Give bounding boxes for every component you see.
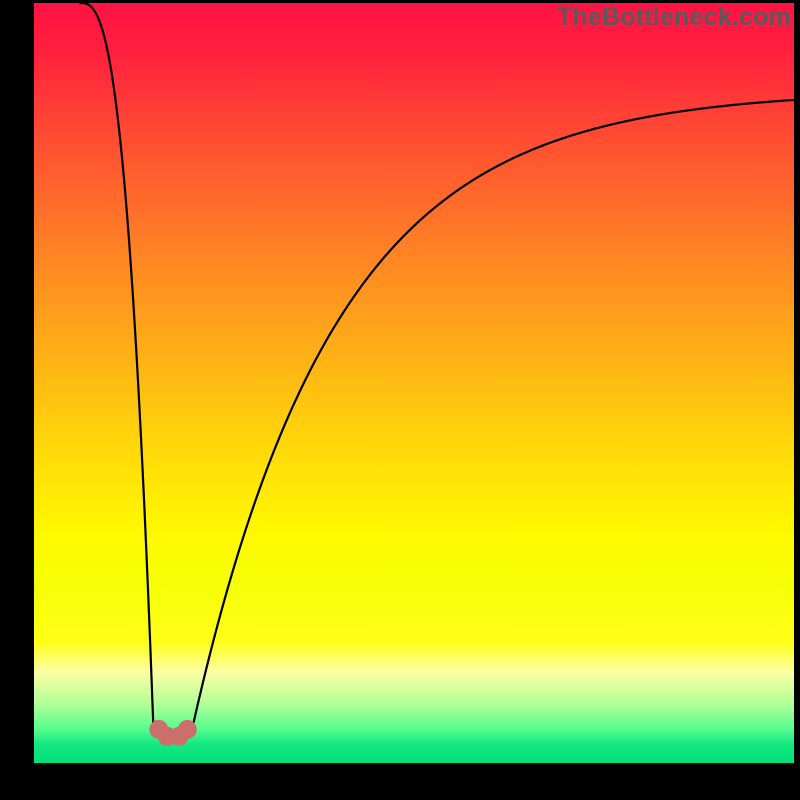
- watermark-text: TheBottleneck.com: [557, 3, 791, 32]
- bottleneck-chart-root: { "canvas": { "width": 800, "height": 80…: [0, 0, 800, 800]
- frame-border: [34, 3, 794, 763]
- chart-frame: [34, 3, 794, 763]
